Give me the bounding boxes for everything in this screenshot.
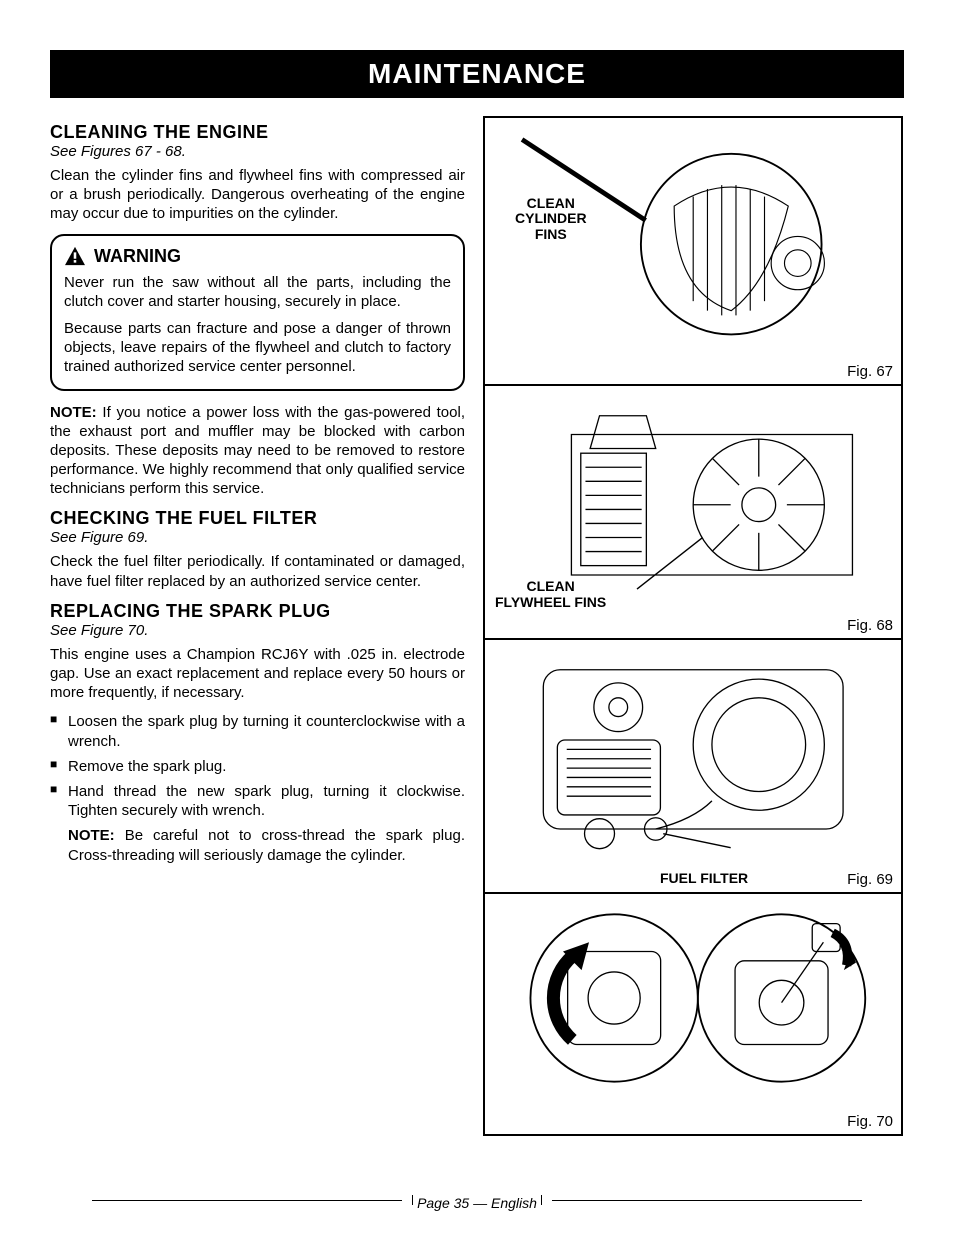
note-power-loss: NOTE: If you notice a power loss with th… xyxy=(50,403,465,499)
spark-plug-body: This engine uses a Champion RCJ6Y with .… xyxy=(50,645,465,703)
warning-triangle-icon xyxy=(64,246,86,266)
figure-67-panel: CLEAN CYLINDER FINS xyxy=(485,118,901,386)
figure-68-caption: Fig. 68 xyxy=(485,615,901,638)
warning-label: WARNING xyxy=(94,246,181,267)
warning-box: WARNING Never run the saw without all th… xyxy=(50,234,465,391)
warning-p2: Because parts can fracture and pose a da… xyxy=(64,319,451,377)
warning-header: WARNING xyxy=(64,246,451,267)
text-column: CLEANING THE ENGINE See Figures 67 - 68.… xyxy=(50,116,465,1136)
callout-clean-flywheel-fins: CLEAN FLYWHEEL FINS xyxy=(495,579,606,610)
figure-70-panel: Fig. 70 xyxy=(485,894,901,1134)
spark-plug-note: NOTE: Be careful not to cross-thread the… xyxy=(50,826,465,864)
note-text: Be careful not to cross-thread the spark… xyxy=(68,827,465,863)
see-figure-69: See Figure 69. xyxy=(50,529,465,546)
figure-70-caption: Fig. 70 xyxy=(485,1111,901,1134)
figures-column: CLEAN CYLINDER FINS xyxy=(483,116,903,1136)
figure-69-illustration xyxy=(485,640,901,869)
figure-69-panel: FUEL FILTER xyxy=(485,640,901,894)
section-banner: MAINTENANCE xyxy=(50,50,904,98)
cleaning-engine-body: Clean the cylinder fins and flywheel fin… xyxy=(50,166,465,224)
spark-plug-steps: Loosen the spark plug by turning it coun… xyxy=(50,712,465,820)
figure-68-panel: CLEAN FLYWHEEL FINS xyxy=(485,386,901,640)
page-footer: Page 35 — English xyxy=(0,1194,954,1211)
two-column-layout: CLEANING THE ENGINE See Figures 67 - 68.… xyxy=(50,116,904,1136)
fuel-filter-body: Check the fuel filter periodically. If c… xyxy=(50,552,465,590)
list-item: Loosen the spark plug by turning it coun… xyxy=(50,712,465,750)
figure-70-illustration xyxy=(485,894,901,1111)
list-item: Remove the spark plug. xyxy=(50,757,465,776)
warning-p1: Never run the saw without all the parts,… xyxy=(64,273,451,311)
list-item: Hand thread the new spark plug, turning … xyxy=(50,782,465,820)
see-figure-70: See Figure 70. xyxy=(50,622,465,639)
note-label: NOTE: xyxy=(50,404,97,421)
heading-fuel-filter: CHECKING THE FUEL FILTER xyxy=(50,508,465,529)
callout-clean-cylinder-fins: CLEAN CYLINDER FINS xyxy=(515,196,587,242)
page-number: Page 35 — English xyxy=(417,1195,537,1211)
figures-frame: CLEAN CYLINDER FINS xyxy=(483,116,903,1136)
heading-spark-plug: REPLACING THE SPARK PLUG xyxy=(50,601,465,622)
see-figures-6768: See Figures 67 - 68. xyxy=(50,143,465,160)
callout-fuel-filter: FUEL FILTER xyxy=(660,871,748,886)
figure-67-caption: Fig. 67 xyxy=(485,361,901,384)
note-label: NOTE: xyxy=(68,827,115,844)
note-text: If you notice a power loss with the gas-… xyxy=(50,404,465,498)
heading-cleaning-engine: CLEANING THE ENGINE xyxy=(50,122,465,143)
